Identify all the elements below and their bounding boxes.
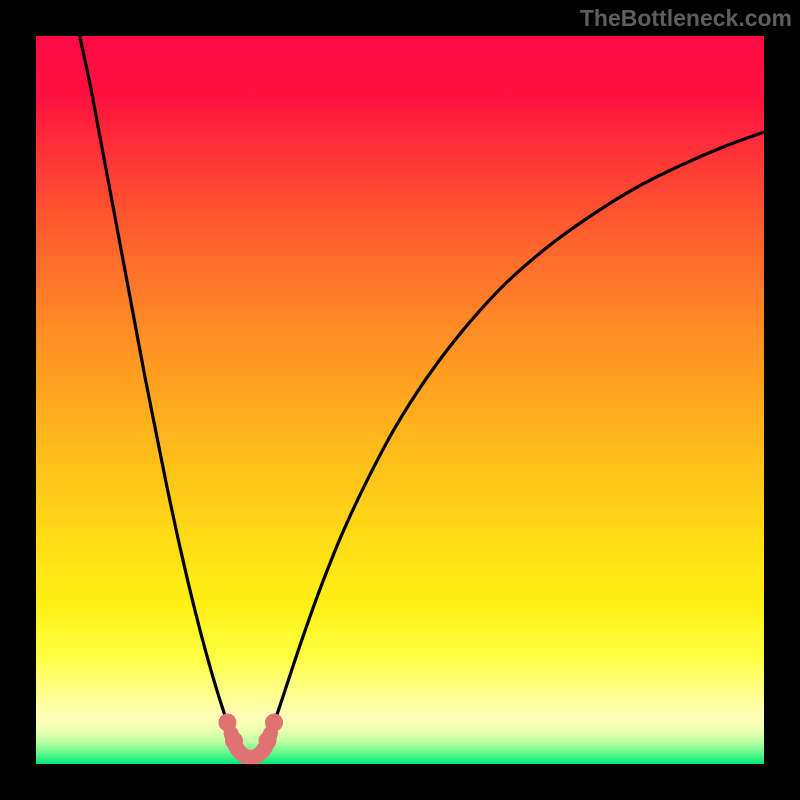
watermark-text: TheBottleneck.com [580,5,792,32]
chart-svg [0,0,800,800]
valley-marker-2 [259,732,277,750]
valley-marker-0 [218,714,236,732]
chart-container: TheBottleneck.com [0,0,800,800]
valley-marker-1 [225,732,243,750]
valley-marker-3 [265,714,283,732]
plot-gradient [36,36,764,764]
